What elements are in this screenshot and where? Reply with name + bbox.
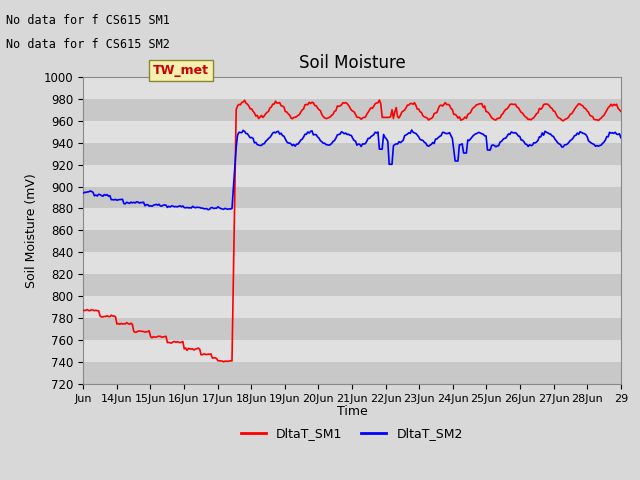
Bar [83, 318, 621, 340]
Bar [83, 296, 621, 318]
Bar [83, 99, 621, 120]
Y-axis label: Soil Moisture (mV): Soil Moisture (mV) [26, 173, 38, 288]
Bar [83, 120, 621, 143]
Bar [83, 165, 621, 187]
Text: TW_met: TW_met [153, 64, 209, 77]
Bar [83, 187, 621, 208]
Bar [83, 143, 621, 165]
Bar [83, 274, 621, 296]
Text: No data for f CS615 SM1: No data for f CS615 SM1 [6, 14, 170, 27]
Legend: DltaT_SM1, DltaT_SM2: DltaT_SM1, DltaT_SM2 [236, 422, 468, 445]
Bar [83, 208, 621, 230]
Title: Soil Moisture: Soil Moisture [299, 54, 405, 72]
Text: No data for f CS615 SM2: No data for f CS615 SM2 [6, 38, 170, 51]
Bar [83, 362, 621, 384]
Bar [83, 77, 621, 99]
Bar [83, 230, 621, 252]
Bar [83, 340, 621, 362]
X-axis label: Time: Time [337, 405, 367, 418]
Bar [83, 252, 621, 274]
